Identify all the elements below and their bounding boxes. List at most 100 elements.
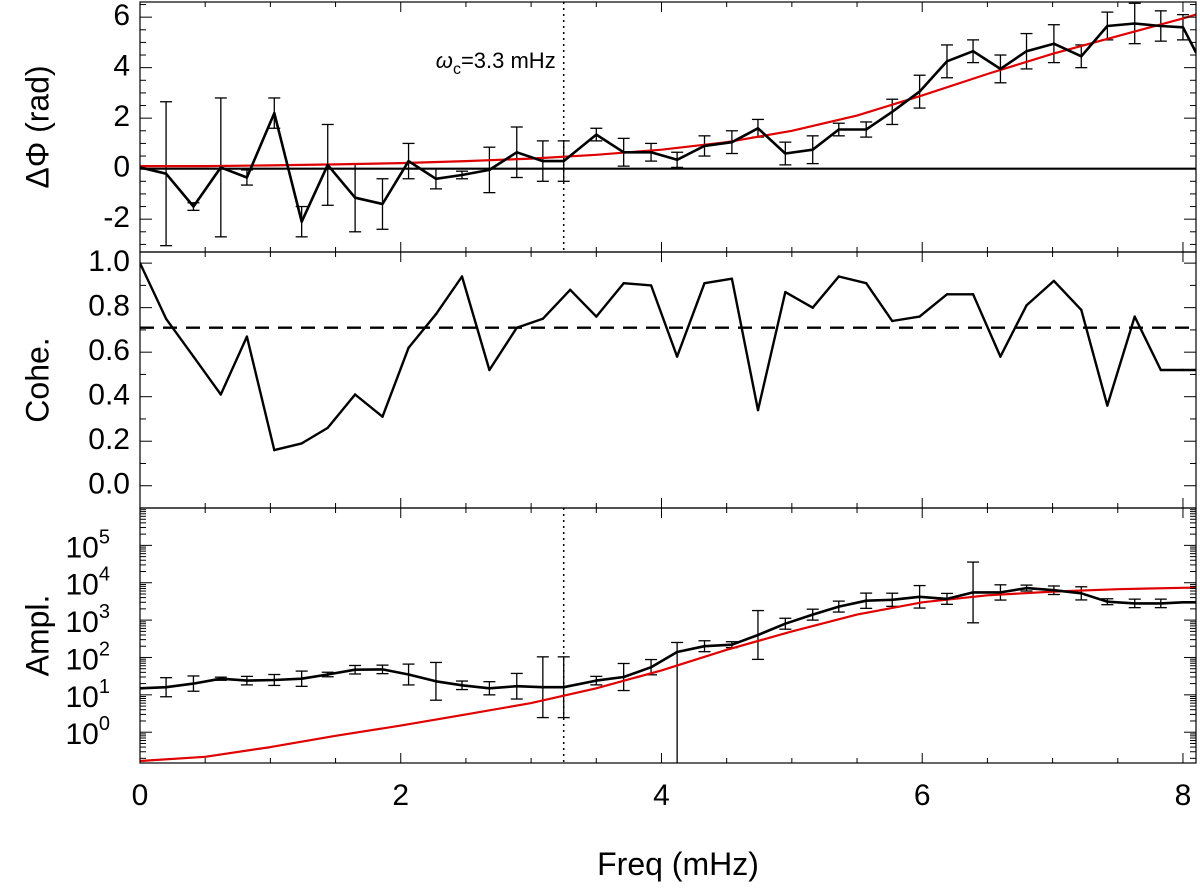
cutoff-annotation-symbol: ω xyxy=(436,48,453,73)
amplitude-ytick-label: 104 xyxy=(66,564,111,602)
phase-data-point xyxy=(488,168,491,172)
coherence-data-point xyxy=(192,355,195,358)
phase-data-point xyxy=(164,172,168,175)
coherence-data-point xyxy=(918,315,921,318)
phase-data-point xyxy=(1159,24,1163,28)
amplitude-data-point xyxy=(918,595,921,598)
amplitude-data-point xyxy=(219,677,222,680)
coherence-data-point xyxy=(434,313,438,316)
phase-data-point xyxy=(434,177,438,180)
phase-data-point xyxy=(945,60,949,63)
amplitude-data-point xyxy=(622,675,625,679)
amplitude-data-point xyxy=(1181,601,1185,604)
phase-data-point xyxy=(756,127,760,130)
coherence-data-point xyxy=(1025,304,1028,307)
x-tick-label: 2 xyxy=(392,779,409,812)
cutoff-annotation-subscript: c xyxy=(453,61,461,78)
coherence-data-point xyxy=(784,290,787,294)
phase-data-point xyxy=(1181,26,1185,29)
amplitude-data-point xyxy=(730,643,734,646)
amplitude-ytick-exponent: 0 xyxy=(99,713,110,735)
phase-data-point xyxy=(730,141,734,144)
coherence-data-point xyxy=(1052,279,1056,283)
amplitude-data-point xyxy=(245,679,249,682)
amplitude-data-point xyxy=(434,680,438,683)
cutoff-annotation: ωc=3.3 mHz xyxy=(436,48,556,78)
amplitude-data-point xyxy=(649,666,653,669)
amplitude-data-point xyxy=(541,686,544,689)
amplitude-ytick-exponent: 2 xyxy=(99,638,110,660)
amplitude-data-point xyxy=(407,673,410,676)
coherence-data-point xyxy=(1159,368,1163,372)
phase-model-line xyxy=(140,13,1196,168)
amplitude-data-point xyxy=(1159,602,1163,605)
phase-ytick-label: -2 xyxy=(103,201,130,234)
coherence-data-point xyxy=(1106,404,1109,407)
phase-data-point xyxy=(918,90,921,93)
amplitude-ytick-exponent: 3 xyxy=(99,601,110,623)
coherence-data-point xyxy=(595,315,598,318)
coherence-data-point xyxy=(1181,368,1185,372)
phase-data-point xyxy=(353,196,357,199)
phase-y-axis-title: ΔΦ (rad) xyxy=(19,65,55,188)
coherence-ytick-label: 0.6 xyxy=(88,334,130,367)
coherence-ytick-label: 0.0 xyxy=(88,468,130,501)
amplitude-data-point xyxy=(1106,600,1109,603)
coherence-data-point xyxy=(675,355,679,358)
coherence-data-point xyxy=(245,335,249,338)
amplitude-ytick-label: 100 xyxy=(66,713,111,751)
amplitude-ytick-mantissa: 10 xyxy=(66,643,99,676)
phase-data-point xyxy=(541,159,544,163)
phase-data-point xyxy=(1106,24,1109,28)
phase-data-point xyxy=(784,152,787,155)
amplitude-data-point xyxy=(515,685,518,688)
phase-data-point xyxy=(865,128,868,131)
phase-data-point xyxy=(891,110,894,114)
phase-data-point xyxy=(381,202,384,206)
amplitude-ytick-mantissa: 10 xyxy=(66,718,99,751)
coherence-data-point xyxy=(1080,308,1083,312)
amplitude-ytick-label: 103 xyxy=(66,601,111,639)
coherence-data-point xyxy=(381,415,384,418)
coherence-data-point xyxy=(971,293,975,296)
coherence-data-point xyxy=(407,346,410,349)
amplitude-data-point xyxy=(164,686,168,689)
cutoff-annotation-text: =3.3 mHz xyxy=(461,48,556,73)
coherence-data-point xyxy=(945,293,949,296)
coherence-data-point xyxy=(273,448,276,452)
amplitude-ytick-mantissa: 10 xyxy=(66,681,99,714)
amplitude-data-point xyxy=(756,633,760,637)
phase-data-point xyxy=(515,151,518,154)
amplitude-data-point xyxy=(1052,589,1056,592)
coherence-y-axis-title: Cohe. xyxy=(19,337,55,422)
amplitude-frame xyxy=(139,507,1197,764)
x-tick-label: 8 xyxy=(1175,779,1192,812)
amplitude-data-point xyxy=(381,668,384,671)
phase-ytick-label: 4 xyxy=(113,50,130,83)
amplitude-data-point xyxy=(595,679,598,682)
amplitude-data-point xyxy=(1025,586,1028,590)
phase-data-point xyxy=(999,67,1002,71)
coherence-data-point xyxy=(460,275,464,278)
phase-ytick-label: 0 xyxy=(113,151,130,184)
amplitude-data-point xyxy=(811,613,814,616)
phase-data-point xyxy=(971,50,975,53)
amplitude-ytick-label: 105 xyxy=(66,526,111,564)
phase-data-point xyxy=(273,111,276,115)
phase-ytick-label: 6 xyxy=(113,0,130,32)
coherence-data-point xyxy=(353,393,357,396)
phase-data-point xyxy=(562,159,565,163)
phase-data-point xyxy=(837,128,840,131)
coherence-data-point xyxy=(703,282,706,285)
phase-observed-line xyxy=(140,22,1196,223)
coherence-data-point xyxy=(891,319,894,323)
coherence-data-point xyxy=(515,326,518,329)
coherence-data-point xyxy=(569,288,572,291)
phase-data-point xyxy=(595,133,598,136)
coherence-panel: 0.0 0.2 0.4 0.6 0.8 1.0 Cohe. xyxy=(19,245,1197,509)
coherence-data-point xyxy=(1133,315,1136,318)
plot-area xyxy=(140,261,1196,452)
coherence-data-point xyxy=(219,393,222,396)
coherence-data-point xyxy=(164,317,168,320)
